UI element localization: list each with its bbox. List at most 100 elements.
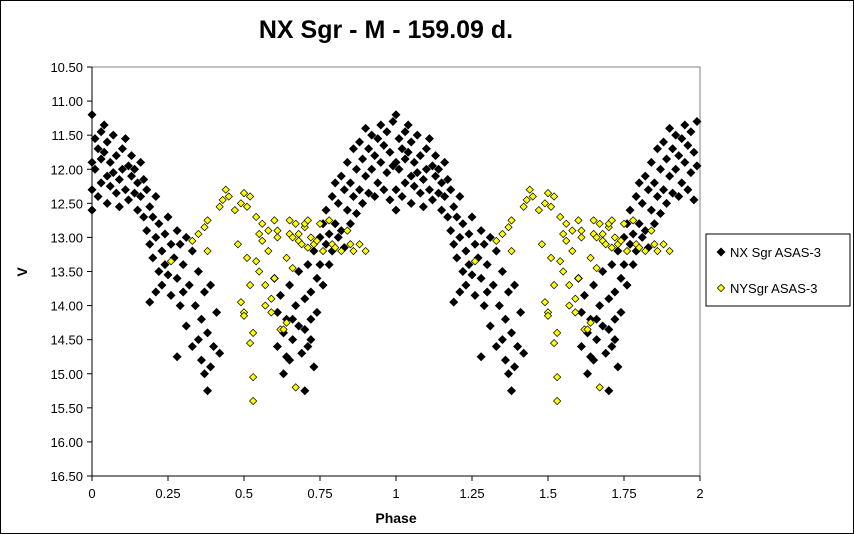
data-point <box>364 188 374 198</box>
data-point <box>120 134 130 144</box>
data-point <box>677 134 687 144</box>
data-point <box>288 263 297 273</box>
data-point <box>677 178 687 188</box>
data-point <box>671 130 681 140</box>
data-point <box>114 202 124 212</box>
data-point <box>87 110 97 120</box>
data-point <box>87 205 97 215</box>
data-point <box>452 253 462 263</box>
data-point <box>634 178 644 188</box>
data-point <box>482 260 492 270</box>
data-point <box>537 240 547 249</box>
data-point <box>117 144 127 154</box>
data-point <box>610 233 619 242</box>
data-point <box>640 171 650 181</box>
data-point <box>90 134 100 144</box>
data-point <box>607 260 617 270</box>
data-point <box>391 110 401 120</box>
data-point <box>172 226 182 236</box>
data-point <box>190 301 200 311</box>
data-point <box>659 240 668 249</box>
data-point <box>565 301 574 310</box>
data-point <box>373 134 383 144</box>
x-tick-label: 0.5 <box>235 486 253 501</box>
y-tick-label: 15.00 <box>50 367 83 382</box>
data-point <box>321 239 331 249</box>
data-point <box>631 192 641 202</box>
data-point <box>415 188 425 198</box>
data-point <box>388 117 398 127</box>
data-point <box>616 236 626 245</box>
data-point <box>273 226 282 235</box>
data-point <box>160 229 170 239</box>
data-point <box>297 240 306 249</box>
data-point <box>553 373 562 382</box>
data-point <box>513 341 523 351</box>
data-point <box>157 280 167 290</box>
data-point <box>385 147 395 157</box>
data-point <box>516 307 526 317</box>
data-point <box>279 325 288 334</box>
data-point <box>279 369 289 379</box>
data-point <box>458 267 468 276</box>
data-point <box>175 239 185 249</box>
data-point <box>424 185 434 195</box>
data-point <box>258 219 267 228</box>
data-point <box>634 219 644 229</box>
data-point <box>349 246 358 256</box>
legend: NX Sgr ASAS-3 NYSgr ASAS-3 <box>705 233 851 307</box>
data-point <box>653 246 662 256</box>
data-point <box>99 120 109 130</box>
data-point <box>336 171 346 181</box>
data-point <box>264 246 273 256</box>
data-point <box>595 301 605 311</box>
data-point <box>215 202 224 211</box>
data-point <box>105 157 115 167</box>
data-point <box>249 328 258 337</box>
data-point <box>221 185 230 194</box>
data-point <box>452 212 462 222</box>
data-point <box>114 174 124 184</box>
data-point <box>409 157 419 167</box>
data-point <box>424 134 434 144</box>
data-point <box>470 257 480 266</box>
x-tick-label: 1 <box>392 486 399 501</box>
data-point <box>139 174 149 184</box>
data-point <box>485 321 495 331</box>
data-point <box>607 216 616 225</box>
data-point <box>579 290 589 300</box>
data-point <box>665 171 675 181</box>
data-point <box>431 171 441 181</box>
data-point <box>345 219 355 229</box>
x-tick-label: 0 <box>88 486 95 501</box>
data-point <box>379 140 389 150</box>
legend-marker <box>716 247 726 257</box>
data-point <box>443 212 453 222</box>
data-point <box>576 341 586 351</box>
data-point <box>640 226 650 236</box>
data-point <box>294 321 304 331</box>
data-point <box>151 192 161 202</box>
data-point <box>467 212 477 222</box>
data-point <box>562 236 571 245</box>
data-point <box>500 314 510 324</box>
data-point <box>449 202 459 212</box>
data-point <box>96 127 106 137</box>
y-axis: 10.50 11.00 11.50 12.00 12.50 13.00 13.50 14.00… <box>50 60 93 484</box>
data-point <box>586 318 595 327</box>
data-point <box>455 192 465 202</box>
data-point <box>324 260 334 270</box>
data-point <box>184 280 194 290</box>
x-axis-label: Phase <box>375 510 416 526</box>
data-point <box>288 335 298 345</box>
data-point <box>647 226 656 235</box>
data-point <box>272 341 282 351</box>
data-point <box>565 281 574 290</box>
data-point <box>655 164 665 174</box>
data-point <box>415 151 425 161</box>
data-point <box>467 270 477 280</box>
data-point <box>576 307 586 317</box>
y-tick-label: 11.50 <box>51 128 83 143</box>
data-point <box>199 287 209 297</box>
data-point <box>604 324 614 334</box>
